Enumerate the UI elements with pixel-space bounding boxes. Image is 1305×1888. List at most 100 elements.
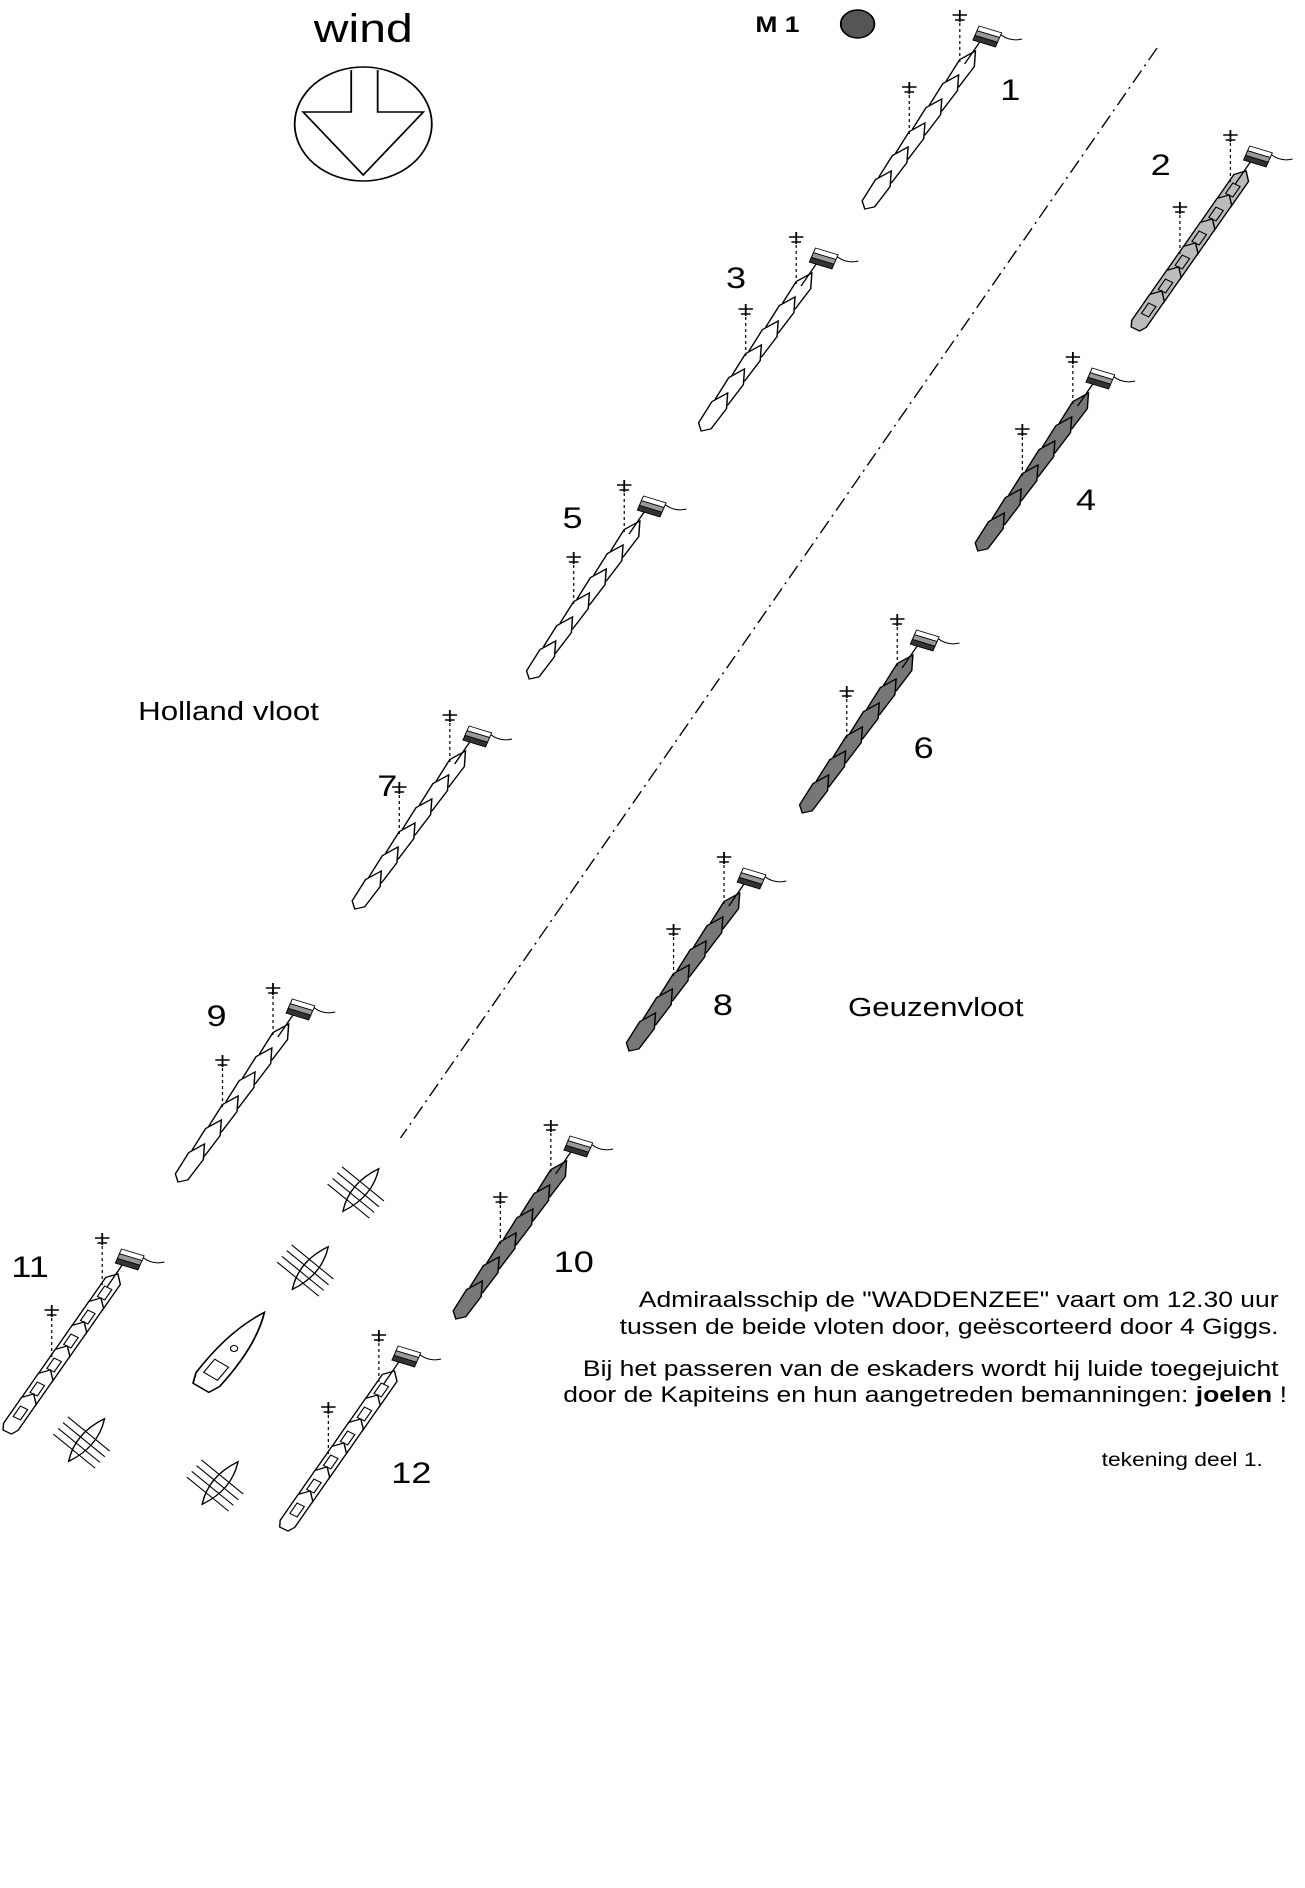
flag-stripe (462, 734, 489, 748)
marker-label: M 1 (755, 13, 799, 37)
flag (972, 25, 1023, 48)
mast-top (1015, 424, 1030, 436)
caption-text: door de Kapiteins en hun aangetreden bem… (563, 1383, 1196, 1407)
oar (67, 1416, 111, 1452)
flag-tail (764, 876, 787, 883)
footer: tekening deel 1. (1102, 1450, 1263, 1471)
mast-top (789, 232, 804, 244)
hull (174, 1142, 206, 1183)
oar (52, 1433, 96, 1469)
gig-hull (67, 1417, 106, 1463)
flag-stripe (972, 34, 999, 48)
oar (191, 1471, 234, 1506)
ship (697, 391, 729, 432)
oar (62, 1422, 106, 1458)
mast-top (493, 1192, 508, 1204)
hull (798, 773, 830, 814)
wind-label: wind (313, 7, 413, 51)
mast-top (44, 1305, 59, 1317)
gig (186, 1459, 244, 1512)
flag-stripe (391, 1354, 418, 1368)
squadron-number: 8 (713, 989, 733, 1022)
flag (636, 495, 687, 518)
flag (1242, 145, 1293, 168)
flag-tail (1113, 376, 1136, 383)
squadron: 5 (525, 480, 687, 680)
flag-stripe (114, 1257, 141, 1271)
flag-tail (1271, 154, 1293, 161)
caption-line: tussen de beide vloten door, geëscorteer… (620, 1315, 1279, 1339)
gig-hull (291, 1245, 330, 1291)
flag (114, 1248, 165, 1271)
flag-tail (313, 1007, 336, 1014)
course-line (399, 47, 1158, 1139)
mast-top (1223, 130, 1238, 142)
squadron: 10 (452, 1120, 614, 1320)
mast-top (666, 924, 681, 936)
mast-top (371, 1330, 387, 1342)
caption-line: Bij het passeren van de eskaders wordt h… (583, 1357, 1279, 1381)
flag-tail (1000, 34, 1023, 41)
squadron-number: 6 (914, 732, 934, 765)
flag-tail (836, 256, 859, 263)
flag-tail (490, 734, 513, 741)
flag (1085, 367, 1136, 390)
flag-stripe (808, 256, 835, 270)
flag-tail (142, 1257, 165, 1264)
squadron-number: 10 (554, 1246, 594, 1279)
oar (336, 1172, 380, 1208)
oar (332, 1178, 375, 1213)
mast-top (1065, 352, 1081, 364)
gig-hull (201, 1460, 240, 1506)
hull (1130, 290, 1166, 332)
squadron: 9 (174, 983, 336, 1183)
mast-top (890, 614, 905, 626)
admiral-ship (192, 1310, 266, 1394)
squadron-number: 9 (206, 1000, 226, 1033)
hull (2, 1393, 37, 1435)
flag (736, 867, 787, 890)
flag-tail (419, 1354, 442, 1361)
oar (286, 1250, 329, 1286)
squadron: 6 (798, 614, 960, 814)
squadron: 3 (697, 232, 859, 432)
hull (861, 169, 893, 210)
cabin (12, 1405, 29, 1421)
caption-text: ! (1272, 1383, 1287, 1407)
hull (278, 1490, 314, 1532)
cabin (1140, 302, 1157, 318)
gig (52, 1416, 111, 1469)
cabin (289, 1502, 306, 1518)
oar (196, 1465, 239, 1501)
caption-line: Admiraalsschip de "WADDENZEE" vaart om 1… (639, 1288, 1279, 1312)
ship (974, 511, 1006, 552)
hull (525, 639, 557, 680)
mast-top (95, 1233, 110, 1245)
ship (861, 169, 893, 210)
squadron: 12 (278, 1330, 442, 1532)
mast-top (321, 1402, 336, 1414)
squadron-number: 7 (377, 770, 397, 803)
flag (909, 629, 960, 652)
flag-stripe (1085, 376, 1112, 390)
admiral-hull (192, 1310, 266, 1394)
mast-top (215, 1055, 230, 1067)
mast-top (902, 82, 917, 94)
hull (697, 391, 729, 432)
mast-top (442, 710, 458, 722)
flag-stripe (736, 876, 763, 890)
oar (200, 1459, 244, 1495)
flag-stripe (563, 1144, 590, 1158)
oar (281, 1256, 325, 1291)
oar (276, 1261, 320, 1297)
oar (291, 1244, 334, 1280)
flag-stripe (636, 504, 663, 518)
oar (327, 1183, 370, 1219)
marker-buoy (839, 9, 876, 39)
mast-top (1172, 202, 1188, 214)
flag (563, 1135, 614, 1158)
squadron-number: 2 (1151, 149, 1171, 182)
ship (452, 1279, 484, 1320)
